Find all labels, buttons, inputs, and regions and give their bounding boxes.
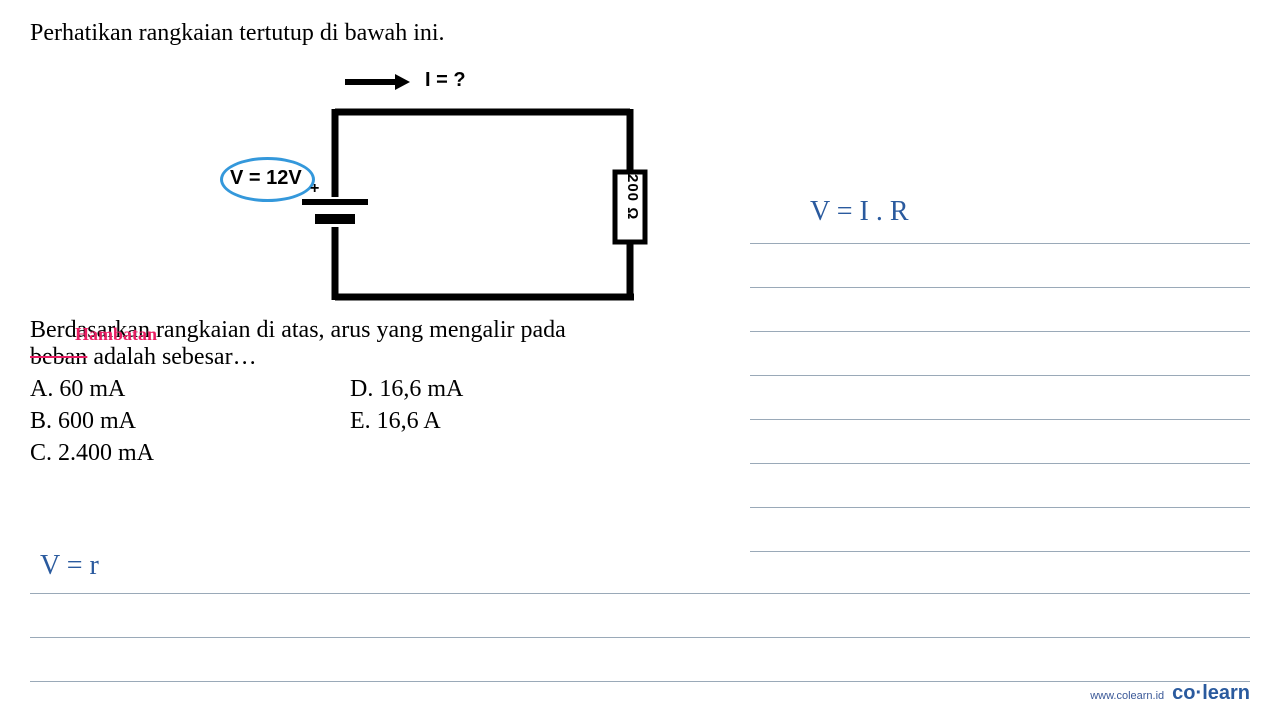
note-line [750, 508, 1250, 552]
footer-url: www.colearn.id [1090, 690, 1164, 702]
circuit-diagram: I = ? V = 12V + 200 Ω [210, 57, 770, 307]
footer: www.colearn.id co·learn [1090, 682, 1250, 705]
plus-label: + [310, 180, 319, 198]
note-line [30, 594, 1250, 638]
note-line [30, 638, 1250, 682]
brand-learn: learn [1202, 682, 1250, 704]
footer-logo: co·learn [1172, 682, 1250, 705]
question-intro: Perhatikan rangkaian tertutup di bawah i… [30, 20, 1250, 47]
note-line [750, 332, 1250, 376]
note-line: V = r [30, 550, 1250, 594]
option-d: D. 16,6 mA [350, 376, 670, 403]
formula-note: V = I . R [810, 196, 909, 228]
current-label: I = ? [425, 69, 466, 92]
option-b: B. 600 mA [30, 408, 350, 435]
notes-sidebar: V = I . R [750, 200, 1250, 552]
correction-text: Hambatan [75, 324, 157, 345]
bottom-notes: V = r [30, 550, 1250, 682]
brand-co: co [1172, 682, 1195, 704]
bottom-formula: V = r [40, 550, 99, 582]
note-line [750, 420, 1250, 464]
strikethrough-word: beban [30, 344, 87, 370]
resistance-label: 200 Ω [624, 174, 641, 220]
voltage-label: V = 12V [230, 167, 302, 190]
option-e: E. 16,6 A [350, 408, 670, 435]
note-line [750, 288, 1250, 332]
note-line [750, 464, 1250, 508]
option-c: C. 2.400 mA [30, 440, 350, 467]
note-line [750, 376, 1250, 420]
question-rest: adalah sebesar… [87, 344, 256, 370]
note-line [750, 244, 1250, 288]
note-line: V = I . R [750, 200, 1250, 244]
option-a: A. 60 mA [30, 376, 350, 403]
